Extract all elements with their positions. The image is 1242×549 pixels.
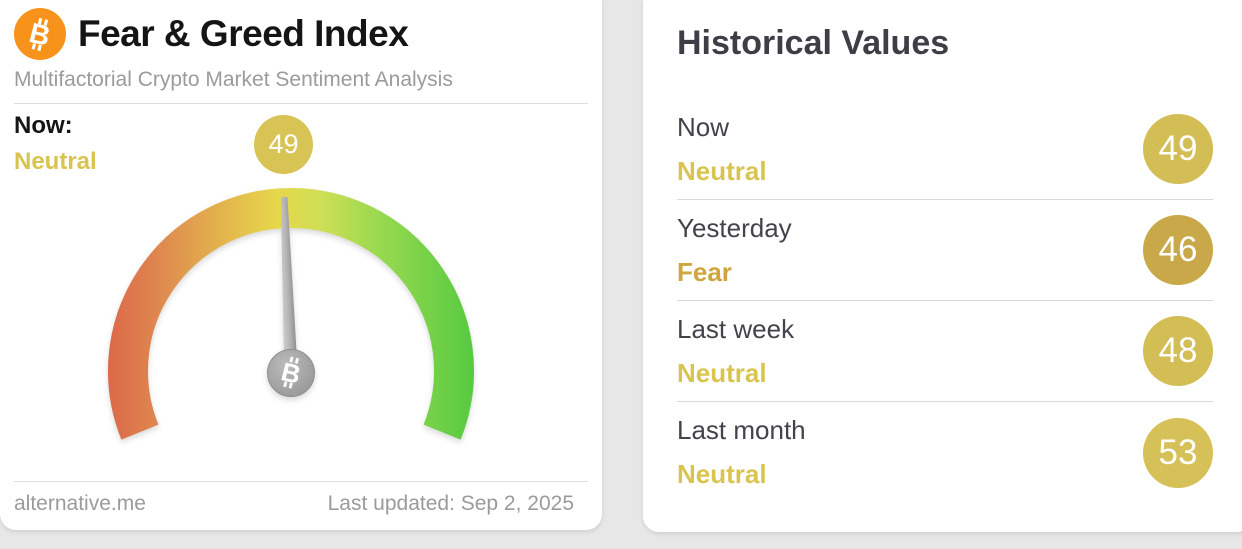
historical-row-now: Now Neutral 49 — [677, 99, 1213, 200]
gauge-chart: B — [108, 187, 474, 440]
value-badge: 53 — [1143, 417, 1213, 488]
value-badge: 48 — [1143, 316, 1213, 386]
now-classification: Neutral — [14, 148, 97, 175]
value-badge: 46 — [1143, 215, 1213, 285]
period-label: Now — [677, 111, 730, 142]
historical-row-last-month: Last month Neutral 53 — [677, 402, 1213, 503]
classification-label: Neutral — [677, 357, 767, 388]
historical-row-last-week: Last week Neutral 48 — [677, 301, 1213, 402]
footer-divider — [14, 481, 588, 482]
historical-values-title: Historical Values — [677, 24, 950, 62]
row-labels: Yesterday Fear — [677, 213, 792, 288]
last-updated-text: Last updated: Sep 2, 2025 — [327, 492, 574, 515]
header-divider — [14, 103, 588, 104]
historical-values-list: Now Neutral 49 Yesterday Fear 46 Last we… — [677, 99, 1213, 503]
gauge-arc — [108, 187, 474, 440]
gauge-card-footer: alternative.me Last updated: Sep 2, 2025 — [14, 492, 574, 516]
page-title: Fear & Greed Index — [78, 13, 409, 54]
classification-label: Neutral — [677, 155, 767, 186]
bitcoin-icon: B — [14, 8, 66, 60]
historical-values-card: Historical Values Now Neutral 49 Yesterd… — [643, 0, 1242, 532]
row-labels: Last month Neutral — [677, 415, 806, 490]
now-label: Now: — [14, 112, 73, 139]
classification-label: Fear — [677, 256, 732, 287]
period-label: Last week — [677, 313, 795, 344]
period-label: Yesterday — [677, 212, 792, 243]
current-reading: Now: Neutral — [14, 112, 97, 176]
gauge-hub: B — [267, 349, 315, 397]
fear-greed-gauge-card: B Fear & Greed Index Multifactorial Cryp… — [0, 0, 602, 530]
row-labels: Now Neutral — [677, 112, 767, 187]
classification-label: Neutral — [677, 459, 767, 489]
current-value-badge: 49 — [254, 115, 313, 174]
period-label: Last month — [677, 415, 806, 445]
historical-row-yesterday: Yesterday Fear 46 — [677, 200, 1213, 301]
site-attribution-link[interactable]: alternative.me — [14, 492, 146, 515]
gauge-needle — [280, 197, 298, 374]
value-badge: 49 — [1143, 114, 1213, 184]
page-subtitle: Multifactorial Crypto Market Sentiment A… — [14, 68, 453, 91]
gauge-card-header: B Fear & Greed Index Multifactorial Cryp… — [0, 0, 602, 92]
row-labels: Last week Neutral — [677, 314, 794, 389]
